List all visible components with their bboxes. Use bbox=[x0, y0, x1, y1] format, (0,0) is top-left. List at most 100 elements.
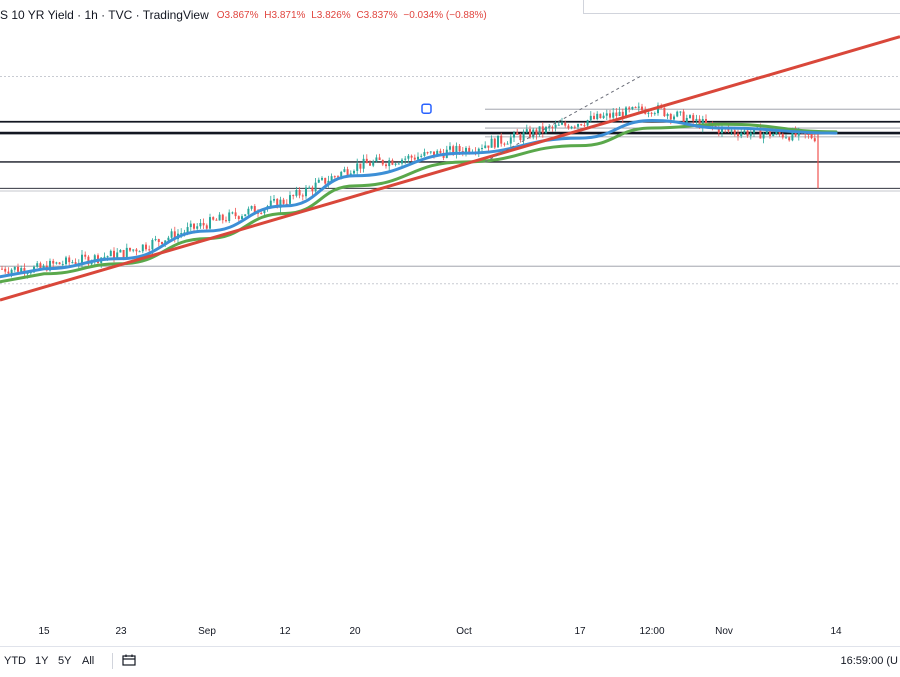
candle bbox=[465, 146, 467, 157]
candle bbox=[84, 251, 87, 260]
candle bbox=[196, 223, 199, 231]
candle-body bbox=[394, 163, 397, 165]
candle bbox=[781, 132, 784, 140]
candle-body bbox=[628, 107, 631, 110]
candle-body bbox=[618, 111, 621, 116]
candle bbox=[321, 176, 323, 182]
candle bbox=[237, 215, 240, 222]
candle-body bbox=[385, 164, 387, 167]
candle-body bbox=[689, 115, 691, 118]
candle-body bbox=[164, 240, 167, 244]
candle bbox=[372, 159, 375, 168]
x-tick-label: 17 bbox=[574, 626, 586, 637]
range-ytd-button[interactable]: YTD bbox=[4, 655, 26, 667]
candle bbox=[209, 213, 211, 230]
candle-body bbox=[209, 217, 211, 229]
candle-body bbox=[138, 251, 141, 253]
candle-body bbox=[301, 195, 304, 197]
candle-body bbox=[356, 163, 359, 171]
candle-body bbox=[311, 187, 314, 192]
candle-body bbox=[317, 179, 320, 183]
candle bbox=[583, 122, 586, 128]
candle-body bbox=[193, 223, 195, 229]
candle bbox=[593, 112, 595, 120]
candle bbox=[532, 127, 535, 140]
candle-body bbox=[557, 124, 560, 126]
candle-body bbox=[615, 112, 618, 116]
close-value: C3.837% bbox=[356, 9, 398, 21]
candle bbox=[516, 128, 519, 135]
candle-body bbox=[730, 130, 733, 132]
candle bbox=[189, 220, 192, 232]
candle-body bbox=[567, 125, 570, 129]
candle-body bbox=[669, 114, 672, 120]
candle-body bbox=[231, 212, 234, 214]
time-axis[interactable]: 15 23 Sep 12 20 Oct 17 12:00 Nov 14 bbox=[0, 622, 900, 642]
candle-body bbox=[273, 199, 275, 201]
candle-body bbox=[321, 177, 323, 180]
candle-body bbox=[167, 237, 170, 241]
candle-body bbox=[157, 239, 160, 242]
candle-body bbox=[247, 208, 250, 215]
candle bbox=[429, 151, 432, 155]
candle bbox=[289, 191, 291, 206]
candle-body bbox=[676, 111, 679, 117]
candle bbox=[225, 216, 227, 223]
candle bbox=[4, 266, 7, 275]
candle bbox=[71, 259, 74, 264]
candle-body bbox=[215, 219, 218, 221]
price-chart[interactable] bbox=[0, 0, 900, 622]
candle bbox=[157, 238, 160, 247]
range-5y-button[interactable]: 5Y bbox=[58, 655, 72, 667]
candle bbox=[215, 218, 218, 221]
candle bbox=[551, 125, 554, 132]
candle bbox=[87, 255, 90, 267]
candle-body bbox=[327, 180, 330, 184]
candle-body bbox=[481, 148, 483, 150]
candle-body bbox=[484, 145, 487, 149]
candle-body bbox=[609, 113, 611, 118]
candle bbox=[292, 194, 295, 200]
candle-body bbox=[589, 115, 592, 121]
ma-fast-line bbox=[0, 119, 838, 279]
candle-body bbox=[487, 145, 490, 148]
calendar-icon[interactable] bbox=[122, 654, 136, 666]
symbol-title[interactable]: S 10 YR Yield · 1h · TVC · TradingView bbox=[0, 8, 209, 22]
candle bbox=[330, 173, 333, 182]
candle bbox=[567, 123, 570, 130]
candle bbox=[148, 245, 151, 252]
candle bbox=[481, 144, 483, 152]
candle-body bbox=[737, 133, 739, 137]
candle-body bbox=[410, 155, 413, 158]
candle-body bbox=[295, 189, 298, 196]
candle-body bbox=[429, 151, 432, 153]
candle-body bbox=[260, 212, 263, 214]
candle-body bbox=[148, 249, 151, 251]
clock-readout: 16:59:00 (U bbox=[840, 655, 898, 667]
candle bbox=[234, 207, 237, 220]
candle bbox=[391, 158, 394, 166]
candle bbox=[394, 162, 397, 167]
candle-body bbox=[221, 214, 224, 221]
candle-body bbox=[285, 203, 288, 205]
range-all-button[interactable]: All bbox=[82, 655, 95, 667]
candle bbox=[423, 148, 426, 157]
candle-body bbox=[257, 212, 259, 214]
candle bbox=[407, 153, 410, 163]
candle-body bbox=[596, 113, 599, 120]
candle bbox=[580, 123, 583, 127]
candle-body bbox=[237, 216, 240, 219]
candle-body bbox=[705, 119, 707, 123]
candle bbox=[74, 258, 77, 265]
candle-body bbox=[465, 147, 467, 154]
candle-body bbox=[733, 130, 736, 134]
range-1y-button[interactable]: 1Y bbox=[35, 655, 49, 667]
candle bbox=[365, 154, 368, 164]
candle-body bbox=[186, 227, 189, 233]
candle-body bbox=[362, 158, 365, 169]
x-tick-label: 15 bbox=[38, 626, 50, 637]
candle-body bbox=[698, 118, 701, 128]
candle-body bbox=[513, 132, 515, 138]
candle-body bbox=[20, 268, 23, 272]
candle-body bbox=[426, 152, 429, 154]
